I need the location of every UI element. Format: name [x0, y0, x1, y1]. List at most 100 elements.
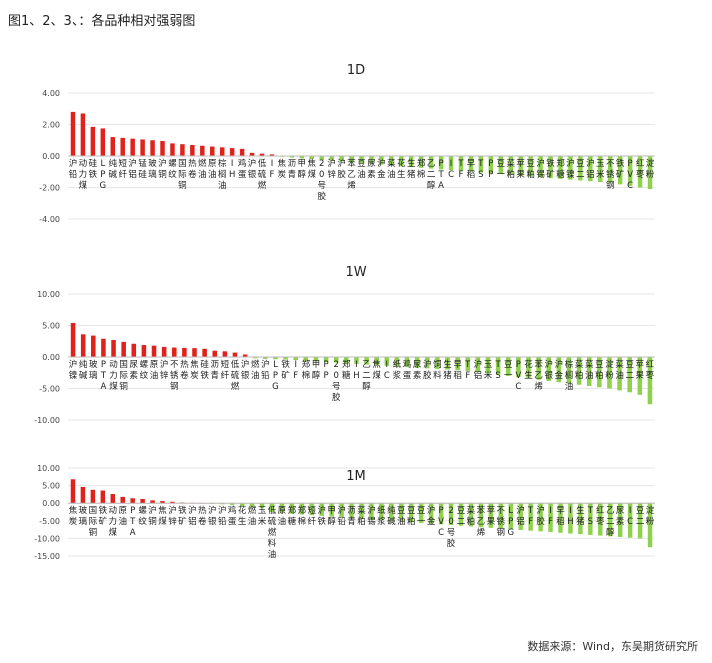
category-label: 铁矿: [616, 158, 625, 180]
bar: [548, 503, 553, 533]
category-label: 燃油: [248, 505, 257, 527]
category-label: 郑糖: [556, 158, 565, 180]
bar: [242, 354, 248, 357]
category-label: 棕榈油: [565, 359, 574, 392]
bar: [359, 503, 364, 519]
bar: [627, 503, 633, 538]
category-label: 沪锡: [367, 505, 376, 527]
bar: [232, 352, 238, 357]
y-tick-label: 0.00: [42, 353, 60, 362]
bar: [478, 156, 484, 173]
category-label: 沪胶: [337, 158, 346, 180]
bar: [374, 357, 379, 366]
category-label: 苹果: [487, 505, 496, 527]
category-label: 焦煤: [372, 359, 381, 381]
category-label: 豆油: [357, 159, 366, 180]
category-label: 鸡蛋: [403, 359, 412, 381]
bar: [202, 348, 207, 357]
bar: [505, 357, 511, 376]
bar: [617, 156, 623, 185]
bar: [379, 156, 384, 165]
category-label: 菜粕: [575, 359, 584, 381]
bar: [478, 503, 484, 528]
category-label: 2 0 号胶: [317, 159, 326, 202]
y-tick-label: 5.00: [42, 322, 60, 331]
category-label: 沪铅: [69, 158, 78, 180]
category-label: 淀粉: [646, 158, 655, 180]
category-label: 燃油: [198, 158, 207, 180]
category-label: 纸浆: [393, 359, 402, 381]
bar: [495, 357, 501, 375]
category-label: 沪铅: [337, 505, 346, 527]
bar: [518, 503, 523, 530]
category-label: 沪胶: [536, 505, 545, 527]
category-label: 菜油: [387, 158, 396, 180]
category-label: 国际铜: [178, 159, 187, 191]
y-tick-label: -10.00: [34, 534, 60, 543]
bar: [111, 339, 116, 357]
bar: [160, 141, 165, 156]
bar: [637, 503, 643, 539]
bar: [90, 489, 96, 504]
category-label: 焦炭: [278, 158, 287, 180]
bar: [313, 357, 319, 362]
category-label: 沪铁: [317, 505, 326, 527]
bar: [637, 357, 643, 395]
category-label: 沪银: [208, 505, 217, 527]
bar: [607, 503, 613, 537]
category-label: 玉米: [596, 159, 605, 180]
bar: [303, 357, 309, 361]
chart-title-2: 1M: [346, 469, 366, 484]
category-label: 鸡蛋: [228, 505, 237, 527]
category-label: 郑糖: [342, 359, 351, 381]
category-label: 焦炭: [69, 505, 78, 527]
category-label: 不锈钢: [606, 159, 615, 191]
category-label: 短纤: [221, 359, 230, 381]
category-label: 焦煤: [307, 158, 316, 180]
category-label: 低硫燃: [231, 359, 240, 392]
category-label: 乙二醇: [427, 159, 436, 191]
bar: [344, 357, 349, 364]
bar: [70, 322, 76, 357]
bar: [170, 143, 175, 156]
category-label: 豆粕: [407, 506, 416, 527]
bar: [309, 156, 314, 160]
bar: [399, 156, 404, 167]
category-label: 焦炭: [190, 359, 199, 381]
category-label: 纸浆: [377, 505, 386, 527]
bar: [617, 357, 622, 391]
category-label: 生猪: [576, 505, 585, 527]
bar: [379, 503, 384, 521]
y-tick-label: -15.00: [34, 552, 60, 561]
bar: [100, 490, 106, 504]
bar: [70, 479, 76, 504]
category-label: 热卷: [198, 505, 207, 527]
bar: [200, 145, 205, 156]
category-label: 花生: [524, 359, 533, 381]
bar: [180, 144, 185, 156]
category-label: 国际铜: [89, 506, 98, 538]
category-label: 沪锌: [160, 359, 169, 381]
category-label: 苹果: [636, 359, 645, 381]
bar: [647, 503, 653, 548]
bar: [566, 357, 572, 384]
bar: [160, 501, 165, 504]
category-label: 乙二醇: [606, 506, 615, 538]
bar: [309, 503, 314, 516]
y-tick-label: 0.00: [42, 152, 60, 161]
category-label: 沪金: [427, 505, 436, 527]
bar: [141, 345, 147, 357]
bar: [548, 156, 553, 179]
bar: [171, 347, 177, 357]
category-label: 沪锌: [168, 505, 177, 527]
bar: [293, 357, 298, 361]
bar: [556, 357, 562, 383]
bar: [588, 156, 593, 182]
category-label: 玻璃: [79, 505, 88, 527]
